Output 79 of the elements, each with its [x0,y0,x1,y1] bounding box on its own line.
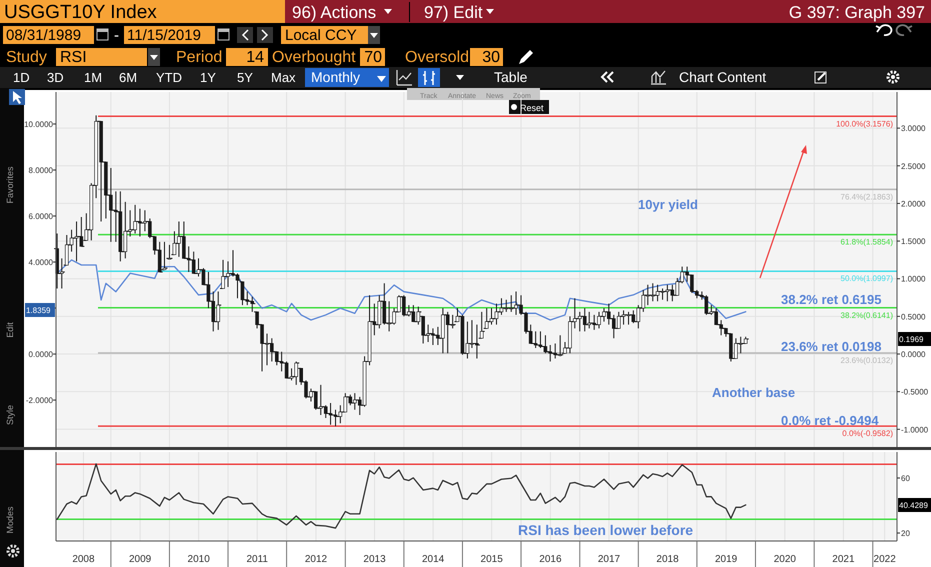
y2-tick-label: -0.5000 [901,388,929,397]
ref-line-label: 0.0%(-0.9582) [842,429,894,438]
y2-tick-label: 20 [901,529,910,538]
text: Monthly [311,69,360,85]
annotation: 0.0% ret -0.9494 [781,413,880,428]
y-tick-label: 0.0000 [28,350,54,360]
y-tick-label: 10.0000 [24,120,54,129]
y2-tick-label: 2.0000 [901,199,926,208]
text: Max [271,70,296,85]
y2-tick-label: 0.5000 [901,312,926,322]
text: Style [5,404,15,426]
y2-tick-label: 1.0000 [901,274,926,284]
ref-line-label: 76.4%(2.1863) [840,192,894,202]
chart-title: USGGT10Y Index [4,2,158,23]
text: 1.8359 [26,306,52,315]
text: Chart Content [679,69,766,85]
text: Oversold [405,49,470,66]
x-tick-label: 2019 [714,554,738,565]
x-tick-label: 2008 [72,554,95,565]
x-tick-label: 2016 [539,554,562,565]
x-tick-label: 2010 [188,554,210,565]
text: 5Y [237,70,254,85]
x-tick-label: 2022 [874,554,896,565]
x-tick-label: 2009 [128,554,152,565]
text: Local CCY [285,27,357,44]
annotation: RSI has been lower before [518,522,694,538]
ref-line-label: 61.8%(1.5854) [840,238,894,247]
text: 3D [47,70,64,85]
text: Modes [5,506,15,534]
text: 96) Actions [292,3,376,22]
text: 6M [119,70,138,85]
x-tick-label: 2011 [246,554,268,565]
x-tick-label: 2015 [480,554,504,565]
text: Study [6,49,47,66]
x-tick-label: 2021 [832,554,855,565]
ref-line-label: 23.6%(0.0132) [840,356,894,366]
text: YTD [156,70,182,85]
y2-tick-label: -1.0000 [901,425,929,434]
y2-tick-label: 2.5000 [901,162,926,171]
y-tick-label: -2.0000 [26,396,54,406]
text: Overbought [272,49,356,66]
text: 70 [364,49,382,66]
text: 40.4289 [899,501,928,510]
text: Table [494,69,528,85]
y-tick-label: 8.0000 [28,166,54,175]
text: 30 [482,49,500,66]
annotation: Another base [712,385,796,400]
text: 14 [246,49,264,66]
text: 10yr yield [638,197,698,212]
text: - [114,27,119,44]
ref-line-label: 100.0%(3.1576) [836,119,894,128]
text: Edit [5,322,15,338]
annotation: 23.6% ret 0.0198 [781,339,882,354]
x-tick-label: 2014 [422,554,445,565]
annotation: 38.2% ret 0.6195 [781,292,882,307]
text: 1Y [200,70,216,85]
text: 97) Edit [424,3,483,22]
text: 08/31/1989 [6,27,82,44]
x-tick-label: 2013 [363,554,386,565]
text: 11/15/2019 [127,27,201,44]
ref-line-label: 50.0%(1.0997) [840,274,894,284]
text: Period [176,49,222,66]
y2-tick-label: 1.5000 [901,237,926,246]
text: 1D [13,70,30,85]
text: RSI [60,49,87,66]
y2-tick-label: 3.0000 [901,124,926,134]
chart-subtitle: G 397: Graph 397 [788,3,925,22]
x-tick-label: 2018 [656,554,680,565]
x-tick-label: 2020 [774,554,796,565]
ref-line-label: 38.2%(0.6141) [840,310,894,320]
y-tick-label: 4.0000 [28,258,54,268]
y2-tick-label: 0.0000 [901,350,926,360]
x-tick-label: 2012 [304,554,328,565]
text: Favorites [5,166,15,204]
text: 0.1969 [899,335,924,344]
y2-tick-label: 60 [901,474,910,483]
y-tick-label: 6.0000 [28,212,54,222]
x-tick-label: 2017 [598,554,621,565]
text: 1M [84,70,102,85]
